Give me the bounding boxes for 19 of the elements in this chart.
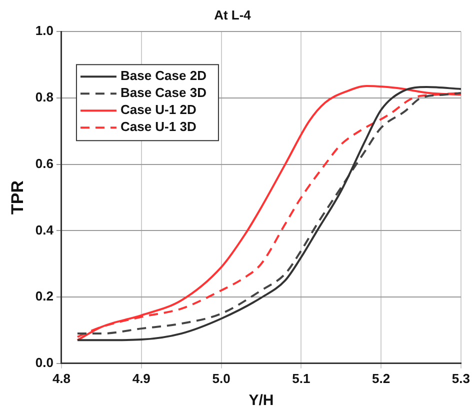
- legend-label: Base Case 2D: [120, 68, 206, 84]
- y-tick-label: 0.8: [35, 90, 54, 105]
- y-tick-label: 0.2: [35, 288, 54, 304]
- x-tick-label: 5.0: [212, 370, 230, 386]
- y-tick-label: 1.0: [35, 23, 54, 38]
- x-tick-label: 5.2: [372, 370, 390, 386]
- chart-title: At L-4: [214, 7, 252, 22]
- y-axis-title: TPR: [8, 180, 27, 214]
- x-tick-label: 5.1: [292, 370, 310, 386]
- legend-label: Case U-1 2D: [120, 102, 196, 118]
- x-axis-title: Y/H: [248, 392, 274, 410]
- x-tick-label: 5.3: [452, 370, 470, 386]
- y-tick-label: 0.4: [35, 222, 54, 238]
- x-tick-label: 4.8: [52, 370, 71, 386]
- legend-label: Case U-1 3D: [120, 119, 196, 134]
- y-tick-label: 0.0: [35, 354, 54, 370]
- x-tick-label: 4.9: [132, 370, 150, 386]
- legend-label: Base Case 3D: [120, 85, 206, 100]
- y-tick-label: 0.6: [35, 156, 54, 171]
